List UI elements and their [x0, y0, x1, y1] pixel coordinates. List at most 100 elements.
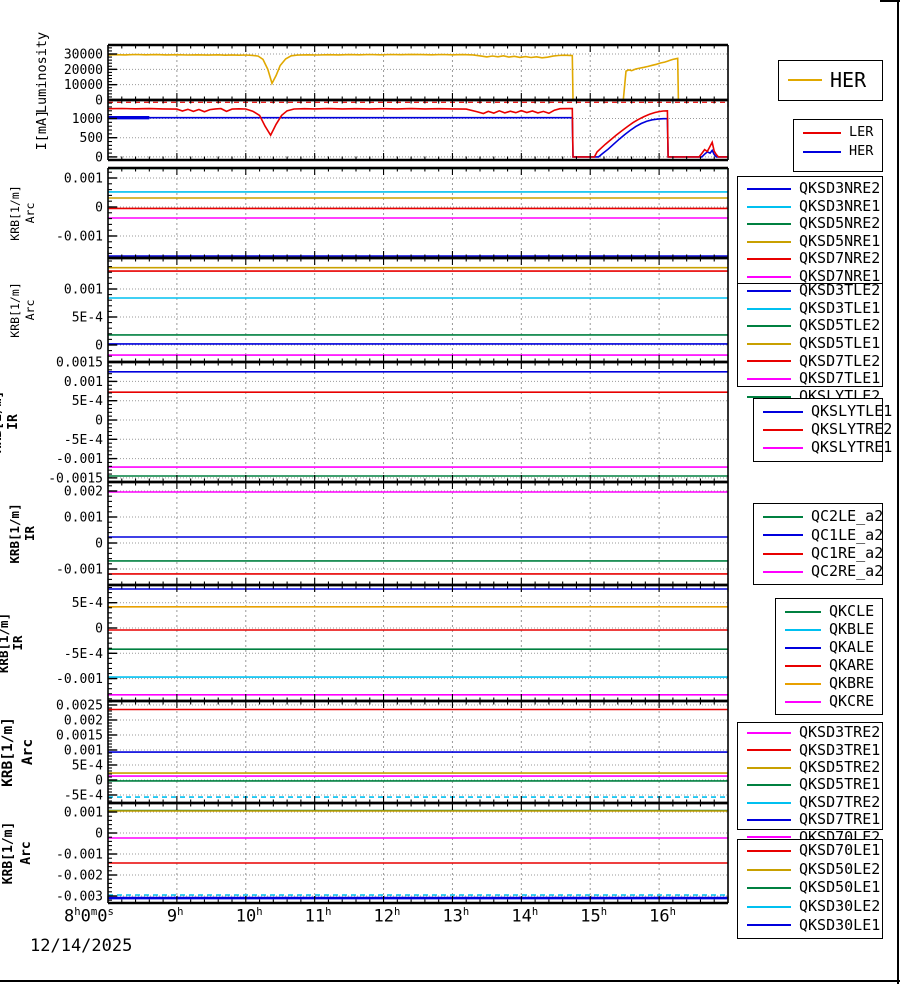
svg-text:-0.0015: -0.0015 [48, 471, 103, 486]
window-right-edge [897, 0, 899, 984]
legend-line-sample [747, 275, 791, 278]
legend-line-sample [747, 307, 791, 310]
window-bottom-edge [0, 980, 900, 982]
legend-line-sample [763, 534, 803, 537]
legend-line-sample [747, 850, 791, 852]
svg-text:-0.001: -0.001 [56, 848, 103, 863]
legend-entry-QKSD3TRE2: QKSD3TRE2 [799, 723, 881, 742]
legend-line-sample [785, 629, 821, 631]
legend-entry-QKSD5TLE1: QKSD5TLE1 [799, 334, 881, 353]
svg-text:-5E-4: -5E-4 [64, 433, 103, 448]
svg-text:0.0015: 0.0015 [56, 356, 103, 371]
legend-entry-QC1RE_a2: QC1RE_a2 [811, 543, 884, 562]
legend-entry-QKSD70LE1: QKSD70LE1 [799, 841, 881, 860]
panel-4: 0.0015 0.001 5E-4 0 -5E-4 -0.001 -0.0015 KRB[1/… [0, 356, 729, 486]
svg-text:0: 0 [95, 200, 103, 215]
x-start-label: 8h0m0s [64, 906, 114, 927]
svg-text:0.002: 0.002 [64, 484, 103, 499]
legend-line-sample [747, 240, 791, 243]
svg-text:KRB[1/m]: KRB[1/m] [0, 717, 16, 787]
panel-1: 1000 500 0 I[mA] [34, 98, 729, 165]
legend-entry-QKCRE: QKCRE [829, 692, 875, 711]
svg-text:-5E-4: -5E-4 [64, 788, 103, 803]
svg-text:0: 0 [95, 94, 103, 109]
svg-text:I[mA]: I[mA] [34, 110, 50, 151]
legend-line-sample [747, 188, 791, 190]
svg-text:KRB[1/m]: KRB[1/m] [7, 503, 22, 563]
svg-text:0.001: 0.001 [64, 806, 103, 821]
svg-text:KRB[1/m]: KRB[1/m] [0, 613, 11, 673]
legend-entry-QKSD3NRE2: QKSD3NRE2 [799, 179, 881, 198]
svg-text:0: 0 [95, 827, 103, 842]
legend-line-sample [747, 749, 791, 752]
svg-text:-0.002: -0.002 [56, 869, 103, 884]
svg-text:IR: IR [22, 526, 37, 542]
svg-text:5E-4: 5E-4 [72, 596, 103, 611]
svg-text:0.0015: 0.0015 [56, 728, 103, 743]
legend-line-sample [763, 516, 803, 518]
legend-line-sample [747, 342, 791, 345]
legend-line-sample [747, 395, 791, 398]
svg-text:IR: IR [6, 414, 21, 430]
legend-entry-QC2LE_a2: QC2LE_a2 [811, 507, 884, 526]
svg-text:0: 0 [95, 537, 103, 552]
svg-text:Arc: Arc [20, 739, 36, 765]
legend-entry-QKSLYTRE1: QKSLYTRE1 [811, 438, 893, 457]
legend-entry-QC1LE_a2: QC1LE_a2 [811, 525, 884, 544]
svg-text:KRB[1/m]: KRB[1/m] [0, 391, 5, 454]
legend-box-4: QKSLYTLE1 QKSLYTRE2 QKSLYTRE1 [753, 398, 892, 462]
legend-entry-QKSD3TRE1: QKSD3TRE1 [799, 740, 881, 759]
svg-text:-5E-4: -5E-4 [64, 647, 103, 662]
svg-text:10000: 10000 [64, 78, 103, 93]
legend-entry-QKARE: QKARE [829, 656, 875, 675]
svg-text:30000: 30000 [64, 48, 103, 63]
svg-text:0.001: 0.001 [64, 283, 103, 298]
legend-line-sample [747, 905, 791, 908]
legend-entry-QKSD7TLE1: QKSD7TLE1 [799, 369, 881, 388]
svg-text:0.001: 0.001 [64, 375, 103, 390]
legend-entry-QKSD5NRE1: QKSD5NRE1 [799, 231, 881, 250]
x-hour-label-14: 14h [511, 906, 539, 927]
legend-line-sample [803, 132, 841, 134]
svg-text:0.002: 0.002 [64, 713, 103, 728]
legend-line-sample [763, 447, 803, 449]
legend-entry-QKSLYTLE1: QKSLYTLE1 [811, 402, 893, 421]
legend-line-sample [747, 868, 791, 871]
legend-entry-QC2RE_a2: QC2RE_a2 [811, 562, 884, 581]
panel-5: 0.002 0.001 0 -0.001 KRB[1/m] IR [7, 480, 729, 587]
legend-box-7: QKSD3TRE2 QKSD3TRE1 QKSD5TRE2 QKSD5TRE1 QKSD… [737, 722, 883, 844]
legend-line-sample [785, 683, 821, 685]
svg-text:Luminosity: Luminosity [34, 32, 50, 113]
panel-8: 0.001 0 -0.001 -0.002 -0.003 KRB[1/m] Arc [1, 801, 729, 905]
legend-entry-QKSD3TLE1: QKSD3TLE1 [799, 298, 881, 317]
legend-entry-QKSD5TRE1: QKSD5TRE1 [799, 775, 881, 794]
svg-text:-0.001: -0.001 [56, 452, 103, 467]
x-hour-label-9: 9h [166, 906, 184, 927]
x-hour-label-11: 11h [304, 906, 332, 927]
legend-entry-QKBRE: QKBRE [829, 674, 875, 693]
legend-entry-QKSD30LE2: QKSD30LE2 [799, 897, 881, 916]
legend-entry-QKSD5TLE2: QKSD5TLE2 [799, 316, 881, 335]
legend-line-sample [747, 290, 791, 292]
svg-text:KRB[1/m]: KRB[1/m] [1, 822, 16, 885]
svg-text:0: 0 [95, 622, 103, 637]
legend-line-sample [747, 378, 791, 380]
svg-text:-0.001: -0.001 [56, 563, 103, 578]
legend-entry-QKSD7NRE2: QKSD7NRE2 [799, 249, 881, 268]
legend-entry-QKSD7TLE2: QKSD7TLE2 [799, 351, 881, 370]
legend-line-sample [785, 611, 821, 613]
legend-entry-QKSD3TLE2: QKSD3TLE2 [799, 281, 881, 300]
x-hour-label-10: 10h [235, 906, 263, 927]
svg-text:-0.003: -0.003 [56, 890, 103, 905]
legend-entry-HER: HER [830, 68, 867, 92]
svg-text:Arc: Arc [23, 300, 37, 321]
date-label: 12/14/2025 [30, 936, 133, 956]
legend-box-1: LER HER [793, 119, 883, 172]
window-top-right-edge [880, 0, 900, 2]
legend-line-sample [788, 79, 822, 81]
legend-line-sample [747, 325, 791, 328]
svg-text:500: 500 [80, 131, 103, 146]
legend-line-sample [747, 887, 791, 890]
legend-line-sample [747, 784, 791, 787]
